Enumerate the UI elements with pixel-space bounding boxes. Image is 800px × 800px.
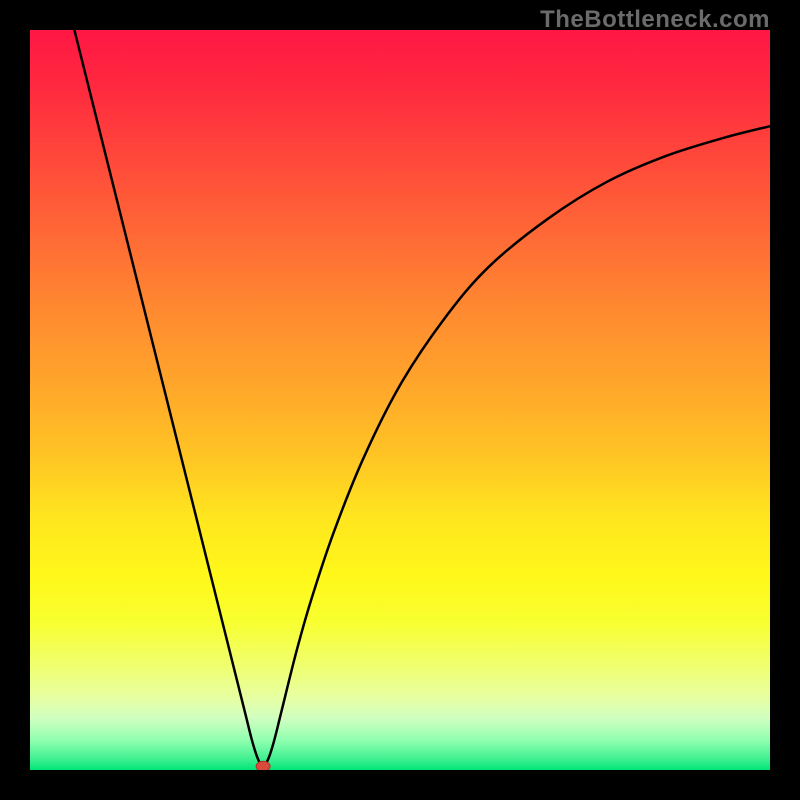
optimum-marker bbox=[256, 761, 270, 770]
chart-frame: TheBottleneck.com bbox=[0, 0, 800, 800]
plot-area bbox=[30, 30, 770, 770]
plot-svg bbox=[30, 30, 770, 770]
gradient-background bbox=[30, 30, 770, 770]
